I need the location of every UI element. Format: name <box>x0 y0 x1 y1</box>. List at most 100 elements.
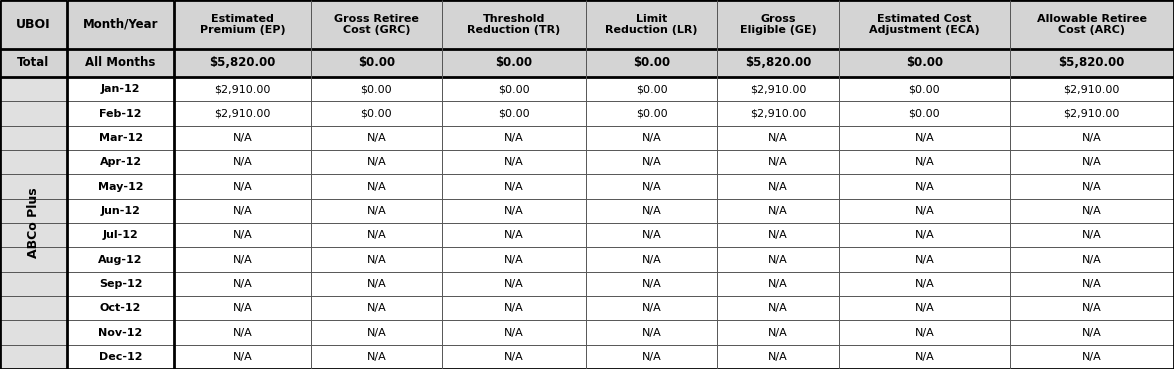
Text: N/A: N/A <box>366 328 386 338</box>
Text: N/A: N/A <box>232 133 252 143</box>
Text: $0.00: $0.00 <box>636 84 667 94</box>
Text: N/A: N/A <box>1082 303 1101 313</box>
Bar <box>67 77 174 101</box>
Text: N/A: N/A <box>232 279 252 289</box>
Text: N/A: N/A <box>504 255 524 265</box>
Bar <box>1010 77 1174 101</box>
Text: N/A: N/A <box>366 133 386 143</box>
Text: Sep-12: Sep-12 <box>99 279 142 289</box>
Text: N/A: N/A <box>1082 255 1101 265</box>
Text: $5,820.00: $5,820.00 <box>745 56 811 69</box>
Text: $0.00: $0.00 <box>906 56 943 69</box>
Bar <box>1010 150 1174 175</box>
Text: N/A: N/A <box>1082 206 1101 216</box>
Bar <box>67 175 174 199</box>
Text: N/A: N/A <box>504 133 524 143</box>
Bar <box>443 199 586 223</box>
Text: $2,910.00: $2,910.00 <box>214 108 270 118</box>
Text: N/A: N/A <box>504 206 524 216</box>
Text: N/A: N/A <box>1082 328 1101 338</box>
Text: Feb-12: Feb-12 <box>100 108 142 118</box>
Bar <box>839 320 1010 345</box>
Text: N/A: N/A <box>768 328 788 338</box>
Text: N/A: N/A <box>768 230 788 240</box>
Text: N/A: N/A <box>1082 279 1101 289</box>
Text: N/A: N/A <box>768 255 788 265</box>
Bar <box>443 296 586 320</box>
Bar <box>839 0 1010 49</box>
Bar <box>443 175 586 199</box>
Text: N/A: N/A <box>642 303 661 313</box>
Bar <box>586 296 717 320</box>
Text: $0.00: $0.00 <box>360 108 392 118</box>
Bar <box>1010 49 1174 77</box>
Bar <box>311 272 443 296</box>
Text: N/A: N/A <box>232 230 252 240</box>
Text: Jul-12: Jul-12 <box>102 230 139 240</box>
Text: N/A: N/A <box>366 230 386 240</box>
Bar <box>311 320 443 345</box>
Text: Nov-12: Nov-12 <box>99 328 143 338</box>
Bar <box>586 101 717 126</box>
Bar <box>586 272 717 296</box>
Text: N/A: N/A <box>232 255 252 265</box>
Text: N/A: N/A <box>915 328 935 338</box>
Bar <box>717 77 839 101</box>
Bar <box>717 199 839 223</box>
Bar <box>1010 296 1174 320</box>
Bar <box>311 175 443 199</box>
Bar <box>443 345 586 369</box>
Bar <box>311 0 443 49</box>
Text: N/A: N/A <box>642 182 661 192</box>
Text: N/A: N/A <box>1082 182 1101 192</box>
Bar <box>0 77 67 369</box>
Bar <box>839 199 1010 223</box>
Bar <box>839 77 1010 101</box>
Bar <box>174 223 311 247</box>
Text: N/A: N/A <box>232 157 252 167</box>
Bar <box>717 223 839 247</box>
Bar <box>174 272 311 296</box>
Bar <box>0 49 67 77</box>
Bar <box>311 223 443 247</box>
Bar <box>311 150 443 175</box>
Text: N/A: N/A <box>232 328 252 338</box>
Bar <box>839 101 1010 126</box>
Bar <box>839 150 1010 175</box>
Text: N/A: N/A <box>232 352 252 362</box>
Bar <box>839 296 1010 320</box>
Bar <box>67 345 174 369</box>
Bar <box>443 247 586 272</box>
Bar <box>174 0 311 49</box>
Text: N/A: N/A <box>504 279 524 289</box>
Text: N/A: N/A <box>232 206 252 216</box>
Text: $0.00: $0.00 <box>358 56 394 69</box>
Text: ABCo Plus: ABCo Plus <box>27 188 40 258</box>
Bar <box>443 150 586 175</box>
Text: $0.00: $0.00 <box>498 108 529 118</box>
Text: N/A: N/A <box>915 157 935 167</box>
Bar <box>717 296 839 320</box>
Text: Aug-12: Aug-12 <box>99 255 143 265</box>
Bar <box>1010 223 1174 247</box>
Text: $2,910.00: $2,910.00 <box>750 84 807 94</box>
Text: N/A: N/A <box>232 182 252 192</box>
Bar <box>443 272 586 296</box>
Bar <box>586 49 717 77</box>
Bar <box>1010 0 1174 49</box>
Text: N/A: N/A <box>768 133 788 143</box>
Bar <box>67 126 174 150</box>
Text: Total: Total <box>18 56 49 69</box>
Bar <box>174 150 311 175</box>
Bar <box>311 247 443 272</box>
Text: N/A: N/A <box>504 328 524 338</box>
Text: $0.00: $0.00 <box>495 56 533 69</box>
Bar <box>839 247 1010 272</box>
Bar <box>174 77 311 101</box>
Text: N/A: N/A <box>768 206 788 216</box>
Bar <box>174 49 311 77</box>
Text: N/A: N/A <box>504 352 524 362</box>
Text: $0.00: $0.00 <box>636 108 667 118</box>
Bar <box>1010 101 1174 126</box>
Text: Oct-12: Oct-12 <box>100 303 141 313</box>
